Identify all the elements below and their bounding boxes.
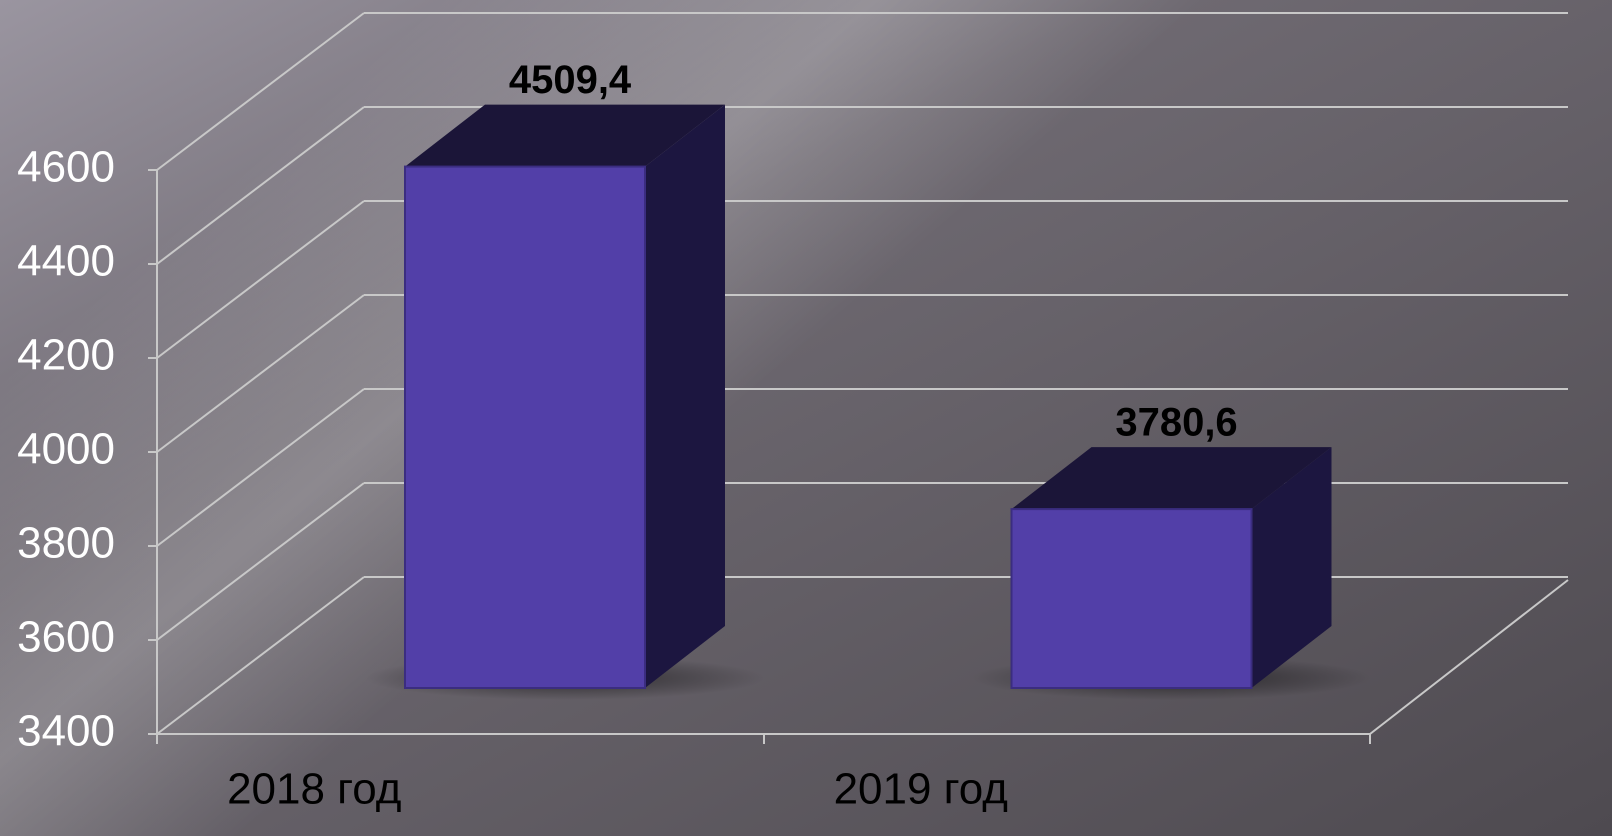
y-tick-label: 3400 <box>17 707 115 756</box>
bar <box>365 104 765 700</box>
grid-line-side <box>156 294 365 453</box>
bar-front <box>1010 508 1253 690</box>
y-tick-label: 3600 <box>17 613 115 662</box>
bar-side <box>1251 447 1332 688</box>
bar-side <box>645 104 725 688</box>
y-tick-label: 4600 <box>17 143 115 192</box>
grid-line-side <box>156 576 365 735</box>
grid-line-side <box>156 12 365 171</box>
y-tick-label: 3800 <box>17 519 115 568</box>
y-tick-label: 4000 <box>17 425 115 474</box>
bar <box>971 447 1372 700</box>
y-tick-label: 4400 <box>17 237 115 286</box>
bar-front <box>404 165 646 690</box>
y-tick-label: 4200 <box>17 331 115 380</box>
bar-top <box>1011 447 1332 510</box>
grid-line-side <box>156 482 365 641</box>
value-label: 3780,6 <box>1115 401 1237 445</box>
x-tick-label: 2019 год <box>834 765 1008 814</box>
floor <box>156 170 1569 744</box>
grid-line-side <box>156 388 365 547</box>
x-tick-label: 2018 год <box>227 765 401 814</box>
grid-line-side <box>156 200 365 359</box>
bar-top <box>405 104 725 167</box>
bars <box>365 104 1372 700</box>
floor-right-edge <box>1369 579 1569 735</box>
grid-line-side <box>156 106 365 265</box>
value-label: 4509,4 <box>509 58 632 102</box>
